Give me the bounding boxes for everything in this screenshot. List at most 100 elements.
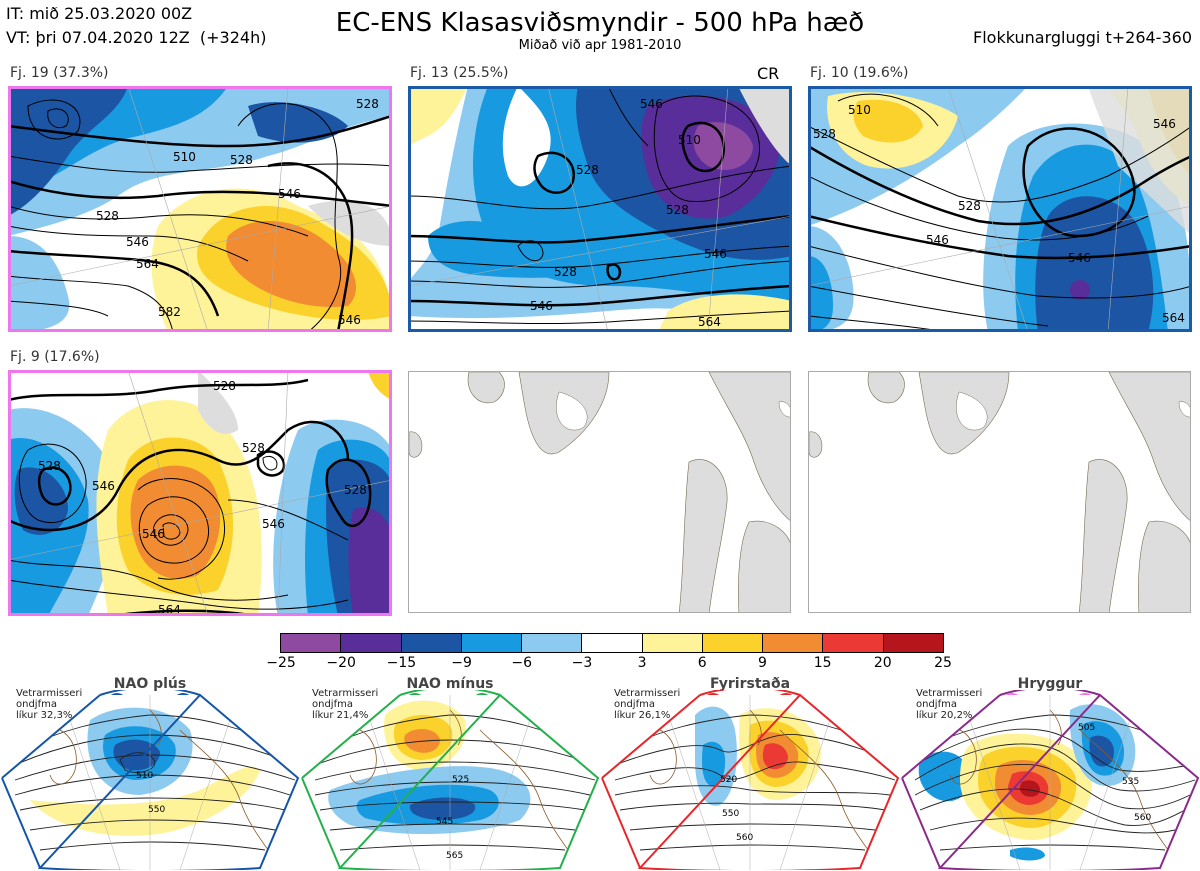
contour-label: 528 (576, 163, 599, 177)
colorbar-tick-label: −6 (511, 655, 533, 671)
cluster-map-4-frame (8, 370, 392, 616)
contour-label: 546 (704, 247, 727, 261)
regime-contour-label: 510 (136, 771, 153, 781)
page-title: EC-ENS Klasasviðsmyndir - 500 hPa hæð (335, 8, 865, 38)
contour-label: 528 (666, 203, 689, 217)
colorbar-swatch (701, 634, 763, 652)
colorbar-tick-label: −20 (326, 655, 356, 671)
colorbar-tick-label: 9 (757, 655, 767, 671)
panel-label-2: Fj. 13 (25.5%) (410, 65, 509, 81)
regime-note-ridge: Vetrarmisseri ondjfma líkur 20,2% (916, 688, 982, 721)
regime-contour-label: 545 (436, 817, 453, 827)
contour-label: 510 (173, 150, 196, 164)
regime-title-ridge: Hryggur (1017, 676, 1083, 692)
contour-label: 546 (338, 313, 361, 327)
regime-contour-label: 535 (1122, 777, 1139, 787)
regime-contour-label: 505 (1078, 723, 1095, 733)
regime-contour-label: 565 (446, 851, 463, 861)
colorbar-swatch (281, 634, 341, 652)
contour-label: 546 (262, 517, 285, 531)
contour-label: 528 (554, 265, 577, 279)
colorbar-swatch (581, 634, 642, 652)
cluster-map-1: 528 510 528 546 528 546 564 582 546 (8, 86, 392, 332)
regime-contour-label: 525 (452, 775, 469, 785)
contour-label: 582 (158, 305, 181, 319)
contour-label: 546 (92, 479, 115, 493)
panel-label-3: Fj. 10 (19.6%) (810, 65, 909, 81)
regime-map-blocking: 520 550 560 (601, 690, 900, 870)
colorbar-swatch (460, 634, 522, 652)
colorbar-swatch (340, 634, 401, 652)
contour-label: 546 (278, 187, 301, 201)
note-line: líkur 26,1% (614, 710, 671, 721)
contour-label: 546 (926, 233, 949, 247)
colorbar-tick-label: −3 (571, 655, 593, 671)
regime-map-nao-minus: 525 545 565 (301, 690, 600, 870)
contour-label: 546 (126, 235, 149, 249)
note-line: Vetrarmisseri (916, 688, 983, 699)
regime-note-nao-minus: Vetrarmisseri ondjfma líkur 21,4% (312, 688, 378, 721)
note-line: Vetrarmisseri (312, 688, 379, 699)
valid-time: VT: þri 07.04.2020 12Z (+324h) (6, 28, 267, 47)
contour-label: 528 (213, 379, 236, 393)
contour-label: 528 (38, 459, 61, 473)
regime-title-nao-minus: NAO mínus (406, 676, 494, 692)
colorbar-tick-label: 15 (813, 655, 832, 671)
note-line: Vetrarmisseri (614, 688, 681, 699)
note-line: líkur 21,4% (312, 710, 369, 721)
contour-label: 564 (158, 603, 181, 616)
contour-label: 564 (1162, 311, 1185, 325)
contour-label: 564 (136, 257, 159, 271)
regime-title-nao-plus: NAO plús (113, 676, 187, 692)
contour-label: 546 (142, 527, 165, 541)
note-line: líkur 32,3% (16, 710, 73, 721)
contour-label: 528 (242, 441, 265, 455)
empty-map-6 (808, 371, 1191, 613)
regime-map-nao-plus: 510 550 (1, 690, 300, 870)
colorbar-tick-label: −15 (386, 655, 417, 671)
regime-contour-label: 560 (1134, 813, 1151, 823)
colorbar-tick-label: 20 (873, 655, 892, 671)
colorbar-swatch (822, 634, 883, 652)
colorbar-swatch (400, 634, 461, 652)
colorbar-tick-label: −25 (266, 655, 296, 671)
contour-label: 528 (356, 97, 379, 111)
regime-contour-label: 560 (736, 833, 753, 843)
cluster-map-1-frame (8, 86, 392, 332)
colorbar-tick-label: 25 (934, 655, 952, 671)
colorbar-tick-label: 3 (637, 655, 647, 671)
regime-note-nao-plus: Vetrarmisseri ondjfma líkur 32,3% (16, 688, 82, 721)
colorbar-tick-label: −9 (451, 655, 472, 671)
regime-note-blocking: Vetrarmisseri ondjfma líkur 26,1% (614, 688, 680, 721)
empty-map-5 (408, 371, 791, 613)
note-line: Vetrarmisseri (16, 688, 83, 699)
note-line: ondjfma (312, 699, 353, 710)
contour-label: 546 (1068, 251, 1091, 265)
contour-label: 528 (96, 209, 119, 223)
panel-label-4: Fj. 9 (17.6%) (10, 349, 100, 365)
cluster-map-3-frame (808, 86, 1192, 332)
panel-tag-cr: CR (757, 64, 780, 83)
page-subtitle: Miðað við apr 1981-2010 (518, 38, 682, 53)
contour-label: 546 (640, 97, 663, 111)
colorbar-swatch (762, 634, 823, 652)
note-line: líkur 20,2% (916, 710, 973, 721)
classification-window: Flokkunargluggi t+264-360 (973, 28, 1192, 47)
regime-contour-label: 520 (720, 775, 737, 785)
contour-label: 528 (958, 199, 981, 213)
note-line: ondjfma (916, 699, 957, 710)
cluster-map-4: 528 528 546 528 546 546 564 528 (8, 370, 392, 616)
regime-map-ridge: 505 535 560 (901, 690, 1200, 870)
regime-title-blocking: Fyrirstaða (709, 676, 791, 692)
contour-label: 564 (698, 315, 721, 329)
contour-label: 528 (813, 127, 836, 141)
cluster-map-2-frame (408, 86, 792, 332)
panel-label-1: Fj. 19 (37.3%) (10, 65, 109, 81)
contour-label: 528 (344, 483, 367, 497)
colorbar (280, 633, 944, 653)
contour-label: 528 (230, 153, 253, 167)
colorbar-swatch (521, 634, 582, 652)
contour-label: 510 (678, 133, 701, 147)
colorbar-tick-label: 6 (697, 655, 707, 671)
note-line: ondjfma (614, 699, 655, 710)
